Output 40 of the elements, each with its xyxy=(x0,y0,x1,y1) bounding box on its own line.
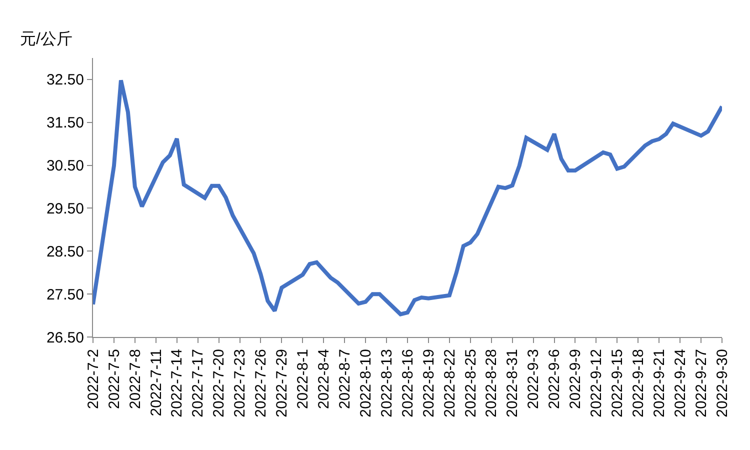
y-tick-label: 31.50 xyxy=(46,114,84,132)
x-tick-label: 2022-7-2 xyxy=(84,349,102,410)
x-tick-label: 2022-8-28 xyxy=(483,349,500,418)
x-tick-label: 2022-7-14 xyxy=(168,349,186,418)
line-series xyxy=(93,78,722,316)
x-tick-label: 2022-8-1 xyxy=(294,349,312,410)
x-tick-label: 2022-7-29 xyxy=(274,349,291,418)
x-tick-label: 2022-8-4 xyxy=(316,349,333,410)
x-tick-label: 2022-7-26 xyxy=(252,349,270,418)
x-tick-label: 2022-7-20 xyxy=(210,349,228,418)
x-tick-label: 2022-7-17 xyxy=(190,349,207,418)
y-axis-title: 元/公斤 xyxy=(20,30,72,48)
x-tick-label: 2022-7-8 xyxy=(126,349,144,410)
y-tick-label: 32.50 xyxy=(46,72,84,89)
x-tick-label: 2022-9-15 xyxy=(609,349,626,418)
x-tick-label: 2022-7-23 xyxy=(232,349,249,418)
x-tick-label: 2022-7-11 xyxy=(148,349,165,416)
y-tick-label: 28.50 xyxy=(46,243,84,260)
x-tick-label: 2022-8-16 xyxy=(399,349,416,418)
x-tick-label: 2022-9-27 xyxy=(692,349,710,418)
x-tick-label: 2022-8-7 xyxy=(336,349,354,410)
x-tick-label: 2022-9-3 xyxy=(525,349,542,410)
x-tick-label: 2022-8-10 xyxy=(357,349,374,418)
x-tick-label: 2022-9-6 xyxy=(546,349,564,410)
y-tick-label: 29.50 xyxy=(46,200,84,218)
x-tick-label: 2022-9-21 xyxy=(650,349,668,418)
x-tick-label: 2022-9-12 xyxy=(588,349,606,418)
x-tick-label: 2022-9-24 xyxy=(672,349,689,418)
x-tick-label: 2022-9-30 xyxy=(714,349,731,418)
y-tick-label: 30.50 xyxy=(46,158,84,175)
x-tick-label: 2022-8-13 xyxy=(378,349,396,418)
y-tick-label: 26.50 xyxy=(46,329,84,346)
x-tick-label: 2022-8-19 xyxy=(420,349,438,418)
x-tick-label: 2022-8-22 xyxy=(441,349,458,418)
x-tick-label: 2022-9-9 xyxy=(567,349,584,410)
x-tick-label: 2022-8-25 xyxy=(462,349,480,418)
x-tick-label: 2022-9-18 xyxy=(630,349,648,418)
x-tick-label: 2022-7-5 xyxy=(106,349,123,410)
y-tick-label: 27.50 xyxy=(46,286,84,304)
x-tick-label: 2022-8-31 xyxy=(504,349,522,418)
